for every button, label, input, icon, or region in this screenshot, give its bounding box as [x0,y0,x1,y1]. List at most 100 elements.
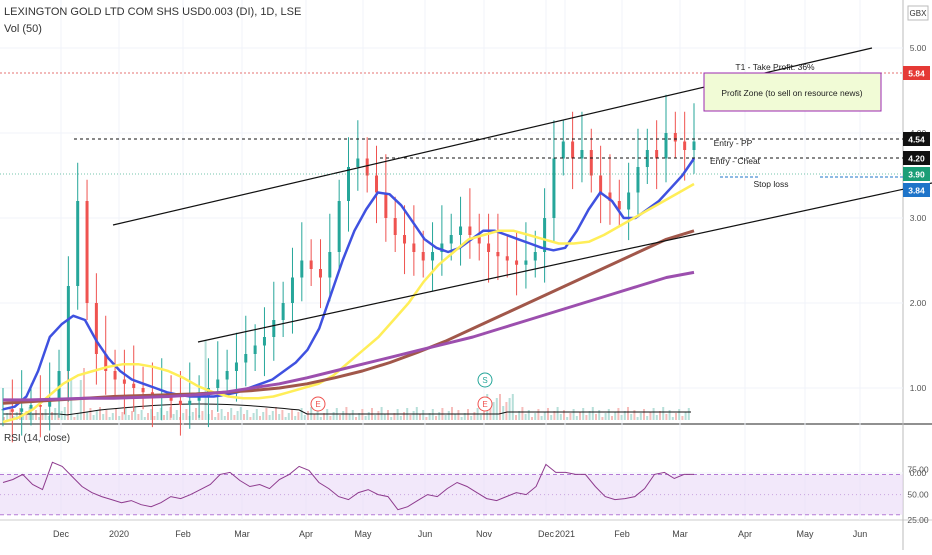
volume-bar [169,407,172,420]
volume-bar [195,408,197,420]
candle-body [234,362,238,371]
volume-bar [595,414,597,420]
volume-bar [409,415,412,420]
x-tick-label: May [796,529,814,539]
volume-bar [623,411,626,420]
volume-bar [668,410,671,420]
volume-bar [259,416,261,420]
volume-bar [121,412,124,420]
volume-bar [211,410,213,420]
volume-bar [316,410,319,420]
candle-body [178,400,182,405]
volume-bar [201,411,204,420]
candle-body [216,379,220,388]
chart-header: LEXINGTON GOLD LTD COM SHS USD0.003 (DI)… [4,4,301,38]
volume-bar [643,409,645,420]
candle-body [337,201,341,252]
volume-bar [566,417,569,420]
symbol-title: LEXINGTON GOLD LTD COM SHS USD0.003 (DI)… [4,6,302,18]
volume-bar [419,414,421,420]
volume-bar [659,411,661,420]
candle-body [141,388,145,393]
rsi-title: RSI (14, close) [4,433,70,444]
volume-bar [671,417,674,420]
volume-bar [505,402,508,420]
candle-body [197,396,201,401]
candle-body [477,235,481,244]
candle-body [431,252,435,261]
volume-bar [492,402,495,420]
volume-bar [678,409,681,420]
volume-bar [131,411,133,420]
rsi-band [0,474,903,515]
volume-bar [620,415,623,420]
volume-bar [214,417,217,420]
candle-body [655,150,659,159]
candle-body [421,252,425,261]
x-tick-label: Dec [538,529,555,539]
volume-bar [163,415,165,420]
volume-bar [540,416,543,420]
candle-body [673,133,677,142]
volume-bar [499,394,501,420]
volume-bar [22,415,25,420]
volume-bar [47,416,50,420]
volume-bar [95,411,98,420]
volume-bar [300,408,303,420]
volume-bar [598,410,601,420]
candle-body [104,354,108,371]
volume-bar [582,408,585,420]
volume-bar [246,410,249,420]
candle-body [66,286,70,371]
price-badge [903,151,930,165]
event-marker [477,396,493,412]
volume-bar [265,408,268,420]
x-tick-label: 2020 [109,529,129,539]
volume-bar [38,417,41,420]
volume-bar [291,409,293,420]
candle-body [440,243,444,252]
volume-bar [15,412,18,420]
volume-bar [271,411,274,420]
volume-bar [646,416,649,420]
volume-bar [662,407,665,420]
volume-bar [166,411,169,420]
volume-bar [134,407,137,420]
candle-body [561,141,565,159]
currency-label: GBX [910,9,928,18]
x-tick-label: Jun [418,529,433,539]
candle-body [515,260,519,265]
volume-bar [332,412,335,420]
rsi-line [2,461,694,511]
volume-bar [457,410,460,420]
candle-body [328,252,332,278]
volume-bar [252,413,255,420]
volume-bar [614,412,617,420]
volume-bar [156,412,159,420]
entry-pp-label: Entry - PP [714,138,753,148]
volume-bar [383,414,386,420]
volume-bar [105,410,108,420]
volume-bar [604,413,607,420]
volume-bar [652,408,655,420]
candle-body [645,150,649,167]
volume-bar [633,410,636,420]
volume-bar [687,408,690,420]
candle-body [309,260,313,269]
candle-body [38,405,42,407]
volume-bar [579,412,581,420]
volume-bar [281,410,284,420]
volume-bar [537,409,540,420]
volume-bar [329,416,332,420]
volume-bar [172,414,175,420]
volume-bar [655,415,658,420]
volume-bar [447,411,450,420]
volume-bar [159,408,162,420]
candle-body [169,396,173,401]
x-tick-label: Dec [53,529,70,539]
price-badge [903,167,930,181]
volume-bar [303,415,306,420]
x-tick-label: Nov [476,529,493,539]
